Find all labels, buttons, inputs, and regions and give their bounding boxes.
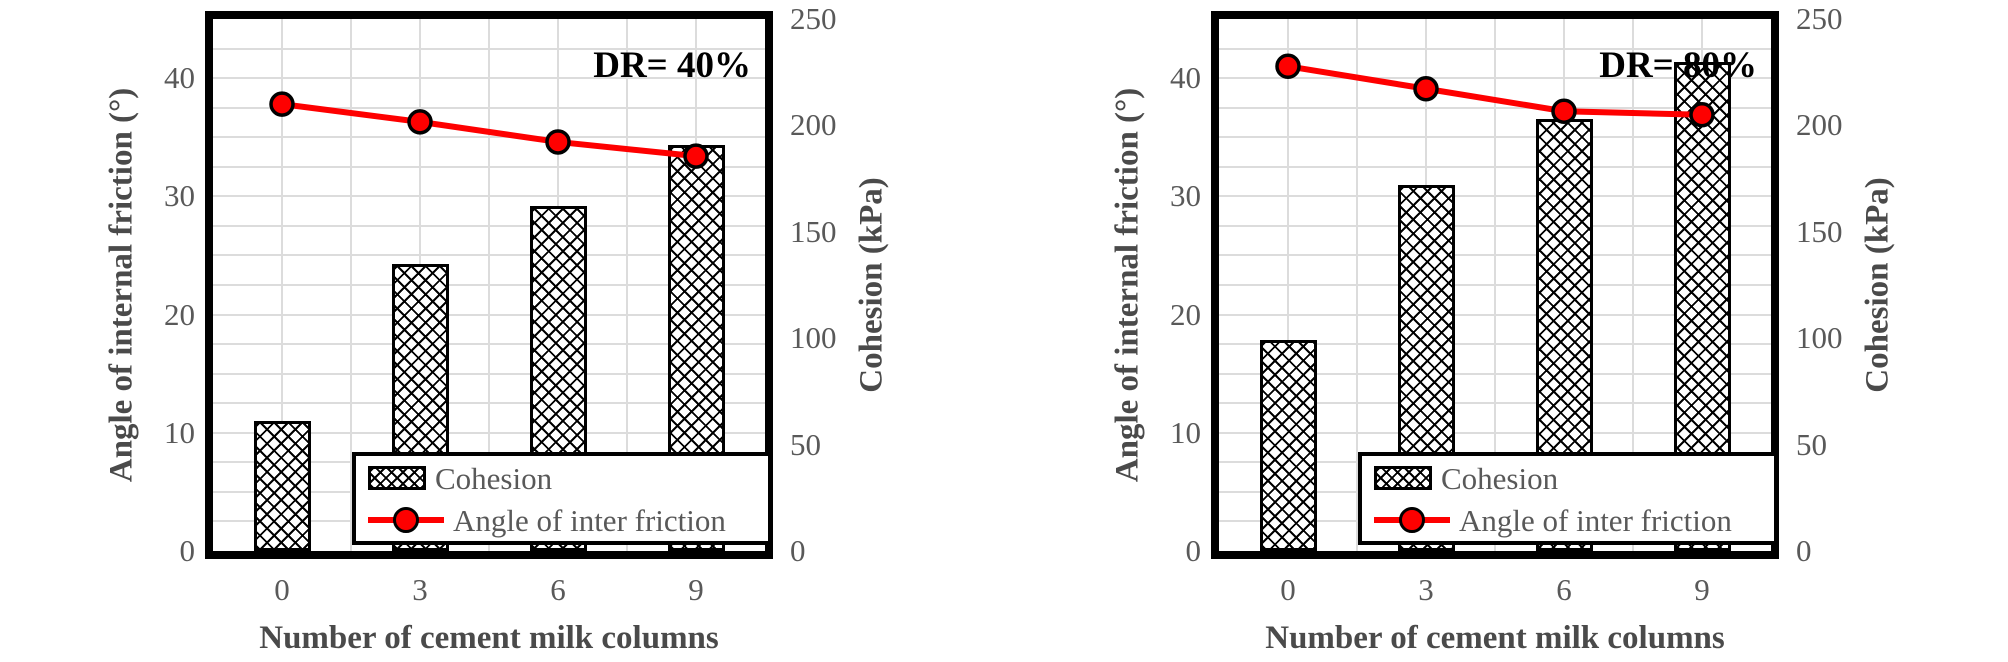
angle-line-layer [1219,19,1771,551]
x-axis-tick-label: 3 [1418,572,1434,607]
v-gridline [626,19,628,551]
right-axis-title: Cohesion (kPa) [1859,177,1896,393]
x-axis-tick-label: 6 [550,572,566,607]
legend-item-angle: Angle of inter friction [368,500,726,540]
angle-line-swatch-icon [368,506,444,534]
angle-marker [683,143,709,169]
right-axis-title: Cohesion (kPa) [853,177,890,393]
angle-marker [545,129,571,155]
cohesion-swatch-icon [1374,466,1432,490]
v-gridline [1356,19,1358,551]
angle-marker [269,91,295,117]
right-axis-tick-label: 0 [1796,533,1812,568]
legend: Cohesion Angle of inter friction [1358,452,1778,545]
x-axis-tick-label: 6 [1556,572,1572,607]
angle-marker [1413,76,1439,102]
left-axis-tick-label: 30 [164,178,195,214]
legend-label: Cohesion [435,460,553,496]
left-axis-tick-label: 40 [164,60,195,96]
plot-area: DR= 40% Cohesion Angle of inter friction [213,19,772,551]
v-gridline [350,19,352,551]
cohesion-bar [1259,340,1317,551]
right-axis-tick-label: 200 [1796,107,1843,143]
right-axis-tick-label: 100 [1796,320,1843,356]
angle-line [281,101,697,160]
v-gridline [1494,19,1496,551]
left-axis-tick-label: 20 [164,296,195,332]
right-axis-tick-label: 50 [790,426,821,462]
legend-item-cohesion: Cohesion [1374,458,1558,498]
right-axis-tick-label: 250 [1796,1,1843,36]
left-axis-tick-label: 0 [1185,533,1202,568]
angle-line-layer [213,19,765,551]
left-axis-tick-label: 40 [1170,60,1201,96]
left-axis-tick-label: 10 [1170,414,1201,450]
angle-marker [407,109,433,135]
angle-line-swatch-icon [1374,506,1450,534]
left-axis-tick-label: 0 [179,533,196,568]
v-gridline [281,19,283,551]
cohesion-swatch-icon [368,466,426,490]
right-axis-tick-label: 100 [790,320,837,356]
plot-area: DR= 80% Cohesion Angle of inter friction [1219,19,1778,551]
legend-label: Angle of inter friction [1459,502,1732,538]
chart-title: DR= 80% [1599,45,1757,86]
legend: Cohesion Angle of inter friction [352,452,772,545]
v-gridline [1632,19,1634,551]
right-axis-tick-label: 150 [790,213,837,249]
cohesion-bar [253,421,311,551]
v-gridline [1287,19,1289,551]
legend-label: Angle of inter friction [453,502,726,538]
angle-marker [1689,102,1715,128]
x-axis-title: Number of cement milk columns [259,620,719,656]
angle-line [1287,63,1703,118]
x-axis-tick-label: 9 [688,572,704,607]
legend-item-angle: Angle of inter friction [1374,500,1732,540]
legend-label: Cohesion [1441,460,1559,496]
right-axis-tick-label: 0 [790,533,806,568]
legend-item-cohesion: Cohesion [368,458,552,498]
x-axis-tick-label: 9 [1694,572,1710,607]
x-axis-tick-label: 3 [412,572,428,607]
angle-line-svg [269,91,709,169]
v-gridline [488,19,490,551]
left-axis-tick-label: 10 [164,414,195,450]
right-axis-tick-label: 50 [1796,426,1827,462]
chart-title: DR= 40% [593,45,751,86]
right-axis-tick-label: 250 [790,1,837,36]
angle-marker [1551,98,1577,124]
angle-line-svg [1275,53,1715,128]
x-axis-tick-label: 0 [1280,572,1296,607]
x-axis-tick-label: 0 [274,572,290,607]
chart-dr80: Angle of internal friction (°) DR= 80% C… [1006,0,2008,662]
chart-dr40: Angle of internal friction (°) DR= 40% C… [0,0,1002,662]
right-axis-tick-label: 150 [1796,213,1843,249]
left-axis-tick-label: 20 [1170,296,1201,332]
left-axis-tick-label: 30 [1170,178,1201,214]
right-axis-tick-label: 200 [790,107,837,143]
x-axis-title: Number of cement milk columns [1265,620,1725,656]
angle-marker [1275,53,1301,80]
